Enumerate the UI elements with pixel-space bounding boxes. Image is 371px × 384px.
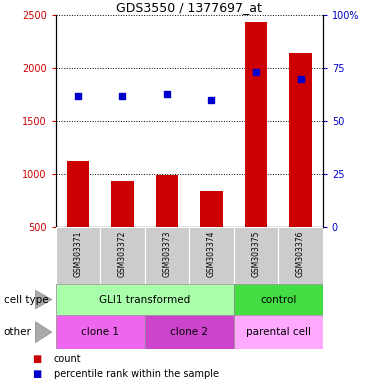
Bar [67, 161, 89, 280]
Bar [245, 22, 267, 280]
Text: clone 1: clone 1 [81, 327, 119, 337]
Polygon shape [36, 322, 52, 343]
Text: ■: ■ [33, 354, 42, 364]
Bar [56, 284, 234, 315]
Text: GSM303371: GSM303371 [73, 231, 82, 277]
Bar [189, 227, 234, 284]
Text: GSM303373: GSM303373 [162, 231, 171, 278]
Text: other: other [4, 327, 32, 337]
Text: GLI1 transformed: GLI1 transformed [99, 295, 190, 305]
Text: count: count [54, 354, 81, 364]
Text: cell type: cell type [4, 295, 48, 305]
Bar [234, 284, 323, 315]
Text: control: control [260, 295, 296, 305]
Point [75, 93, 81, 99]
Bar [156, 175, 178, 280]
Text: parental cell: parental cell [246, 327, 311, 337]
Bar [145, 227, 189, 284]
Bar [278, 227, 323, 284]
Point [119, 93, 125, 99]
Bar [145, 315, 234, 349]
Text: ■: ■ [33, 369, 42, 379]
Point [298, 76, 303, 82]
Text: GSM303372: GSM303372 [118, 231, 127, 277]
Point [253, 70, 259, 76]
Text: GSM303375: GSM303375 [252, 231, 260, 278]
Bar [56, 315, 145, 349]
Text: clone 2: clone 2 [170, 327, 208, 337]
Point [164, 91, 170, 97]
Bar [234, 227, 278, 284]
Title: GDS3550 / 1377697_at: GDS3550 / 1377697_at [116, 1, 262, 14]
Bar [200, 191, 223, 280]
Bar [234, 315, 323, 349]
Polygon shape [36, 290, 52, 309]
Bar [289, 53, 312, 280]
Text: GSM303376: GSM303376 [296, 231, 305, 278]
Text: GSM303374: GSM303374 [207, 231, 216, 278]
Bar [56, 227, 100, 284]
Point [209, 97, 214, 103]
Bar [100, 227, 145, 284]
Bar [111, 181, 134, 280]
Text: percentile rank within the sample: percentile rank within the sample [54, 369, 219, 379]
